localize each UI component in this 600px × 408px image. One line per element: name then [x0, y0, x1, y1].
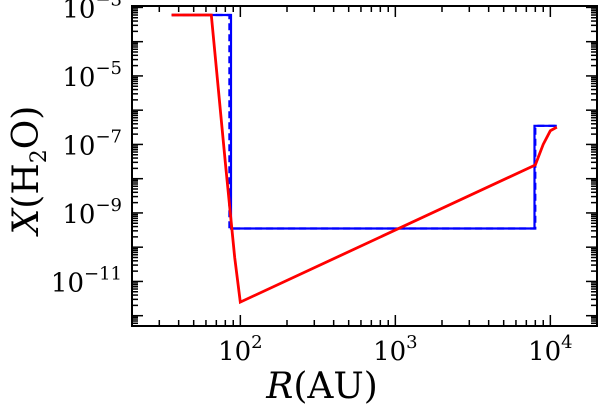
y-tick-label: 10−11 [51, 263, 122, 298]
x-axis-label: R(AU) [265, 366, 378, 407]
y-axis-label: X(H2O) [6, 106, 52, 238]
series-line-2 [171, 13, 557, 230]
y-tick-label: 10−5 [62, 58, 122, 93]
y-tick-label: 10−7 [62, 126, 122, 161]
plot-frame [131, 5, 598, 327]
x-tick-label: 104 [528, 332, 573, 367]
y-tick-label: 10−3 [62, 0, 122, 24]
series-group [171, 13, 558, 305]
series-line-3 [171, 13, 558, 305]
x-tick-label: 103 [373, 332, 418, 367]
x-tick-label: 102 [218, 332, 263, 367]
tick-labels: 102 103 104 10−3 10−5 10−7 10−9 10−11 [51, 0, 573, 367]
y-tick-label: 10−9 [62, 195, 122, 230]
ticks [131, 6, 598, 327]
